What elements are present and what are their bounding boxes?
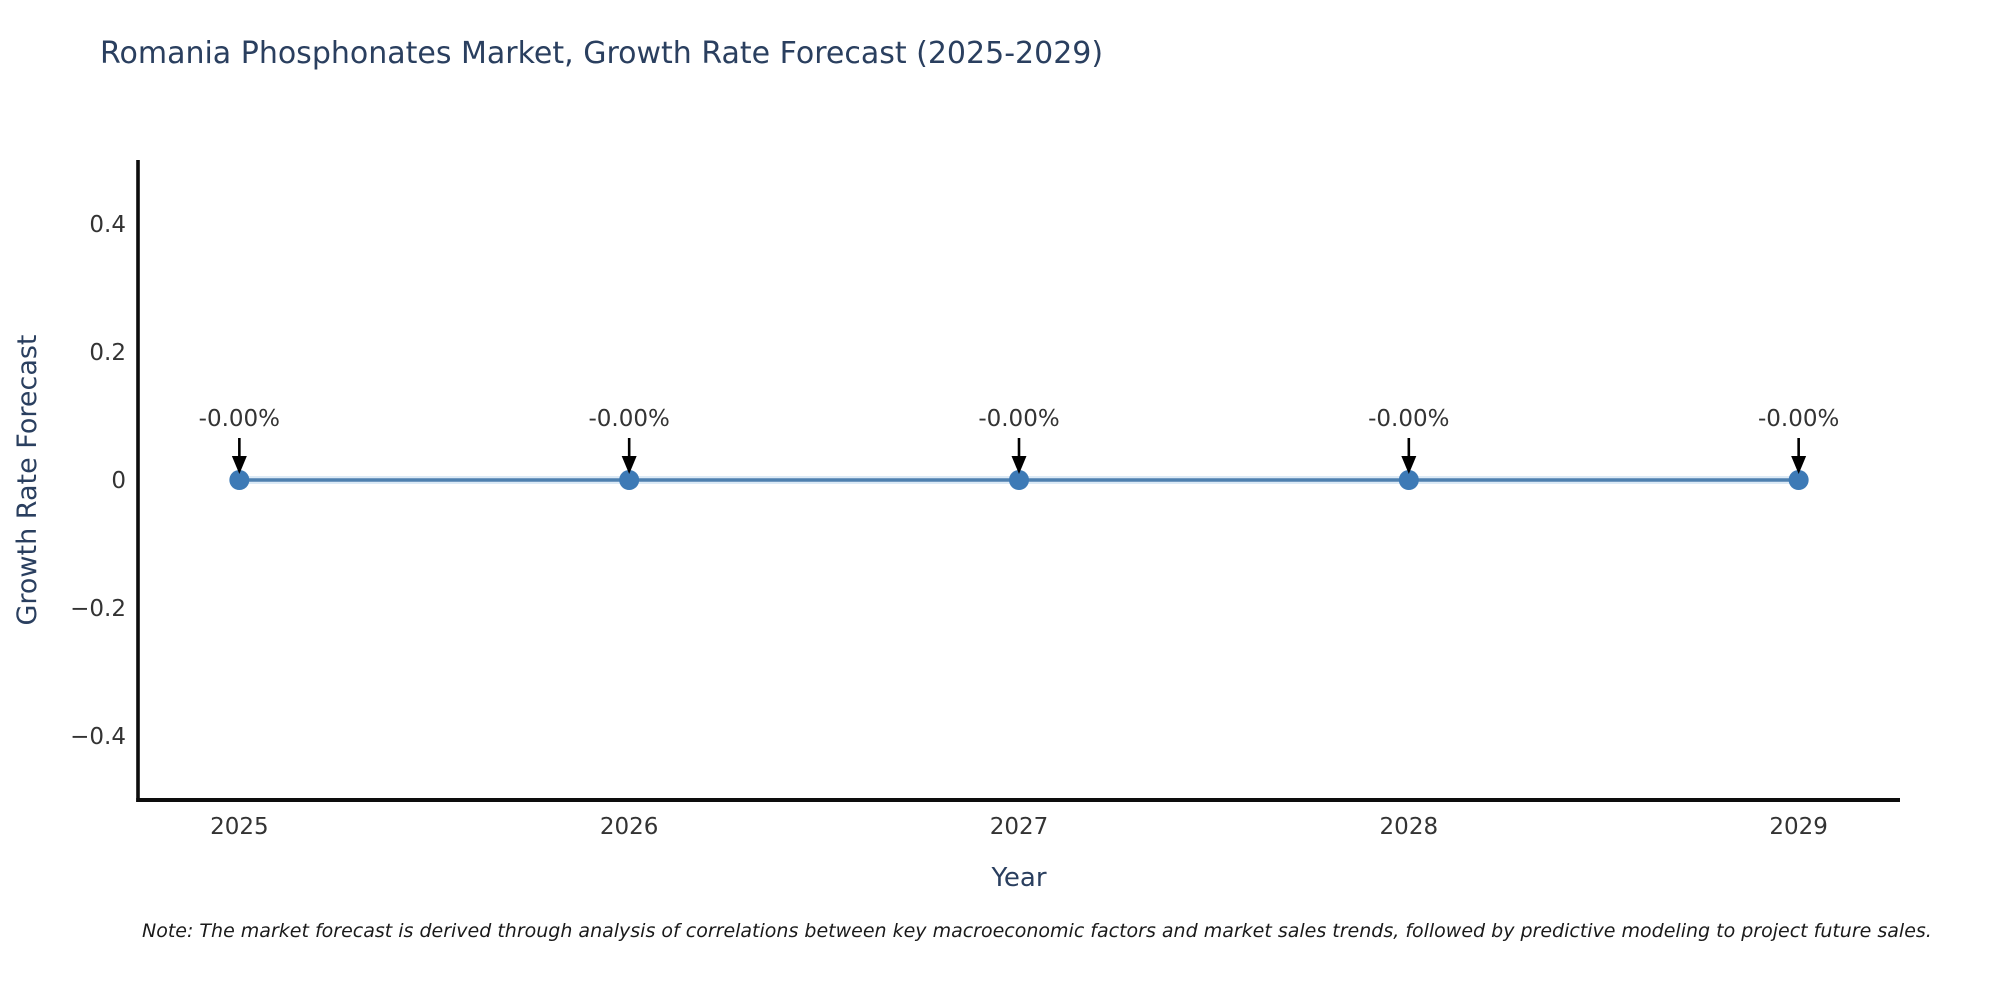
y-tick-label: 0.4 — [89, 212, 126, 238]
chart-title: Romania Phosphonates Market, Growth Rate… — [100, 36, 1104, 71]
x-tick-label: 2029 — [1769, 814, 1828, 840]
x-tick-label: 2027 — [990, 814, 1049, 840]
x-tick-label: 2026 — [600, 814, 659, 840]
x-tick-label: 2025 — [210, 814, 269, 840]
y-tick-label: 0 — [111, 468, 126, 494]
x-axis-title: Year — [990, 863, 1046, 893]
data-point-marker — [229, 470, 250, 490]
annotation-arrow-head — [1011, 456, 1027, 474]
annotation-label: -0.00% — [1758, 406, 1839, 432]
annotation-label: -0.00% — [588, 406, 669, 432]
y-tick-label: 0.2 — [89, 340, 126, 366]
annotation-label: -0.00% — [1368, 406, 1449, 432]
annotation-arrow-head — [1401, 456, 1417, 474]
data-point-marker — [1009, 470, 1029, 490]
x-tick-label: 2028 — [1380, 814, 1439, 840]
y-axis-title: Growth Rate Forecast — [12, 334, 43, 625]
annotation-label: -0.00% — [978, 406, 1059, 432]
annotation-arrow-head — [1791, 456, 1807, 474]
annotation-arrow-head — [621, 456, 637, 474]
data-point-marker — [1788, 470, 1809, 490]
data-point-marker — [619, 470, 640, 490]
y-tick-label: −0.2 — [70, 596, 126, 622]
annotation-arrow-head — [231, 456, 247, 474]
footnote: Note: The market forecast is derived thr… — [142, 920, 1932, 942]
data-point-marker — [1398, 470, 1419, 490]
y-tick-label: −0.4 — [70, 724, 126, 750]
annotation-label: -0.00% — [199, 406, 280, 432]
